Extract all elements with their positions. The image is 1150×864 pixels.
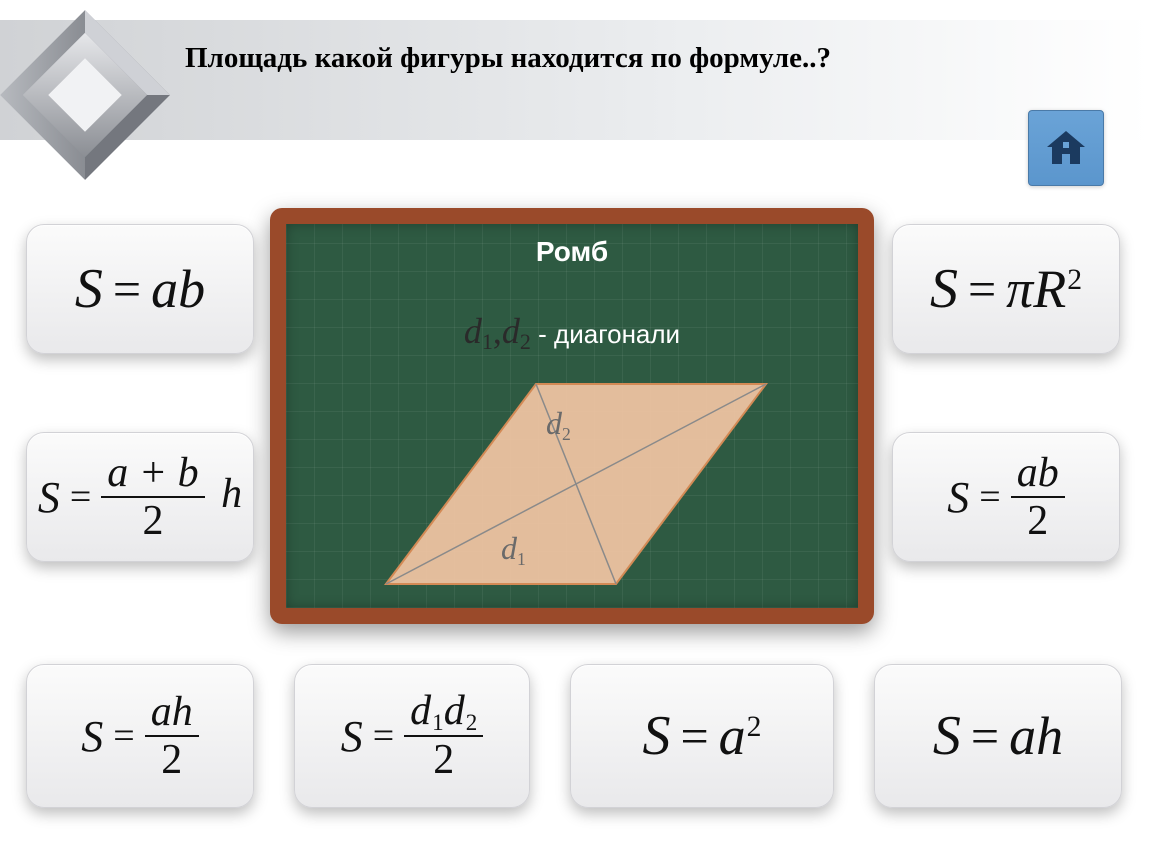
home-button[interactable] bbox=[1028, 110, 1104, 186]
formula-card-f_ah[interactable]: S=ah bbox=[874, 664, 1122, 808]
logo-icon bbox=[0, 10, 170, 180]
formula-card-f_ab[interactable]: S=ab bbox=[26, 224, 254, 354]
page-title: Площадь какой фигуры находится по формул… bbox=[185, 42, 831, 75]
formula-card-f_d1d2_2[interactable]: S=d1d22 bbox=[294, 664, 530, 808]
formula-card-f_piR2[interactable]: S=πR2 bbox=[892, 224, 1120, 354]
formula-card-f_ab2[interactable]: S=ab2 bbox=[892, 432, 1120, 562]
chalkboard: Ромб d1,d2 - диагонали d2d1 bbox=[270, 208, 874, 624]
board-title: Ромб bbox=[286, 236, 858, 268]
board-suffix: - диагонали bbox=[538, 319, 680, 349]
board-subtitle: d1,d2 - диагонали bbox=[286, 310, 858, 355]
home-icon bbox=[1042, 124, 1090, 172]
formula-card-f_a2[interactable]: S=a2 bbox=[570, 664, 834, 808]
formula-card-f_trap[interactable]: S=a + b2 h bbox=[26, 432, 254, 562]
rhombus-shape: d2d1 bbox=[346, 354, 806, 614]
formula-card-f_ah2[interactable]: S=ah2 bbox=[26, 664, 254, 808]
header-band bbox=[0, 20, 1150, 140]
